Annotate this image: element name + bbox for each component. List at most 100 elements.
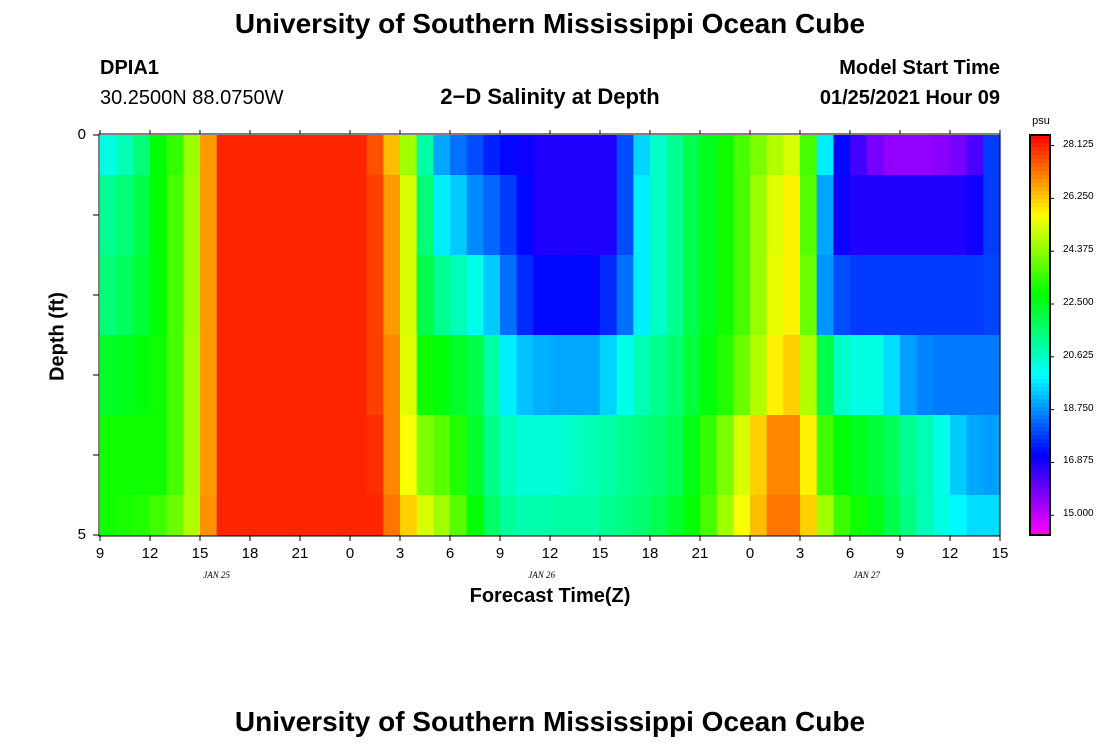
- colorbar-swatch: [1031, 447, 1049, 452]
- heatmap-cell: [633, 255, 651, 336]
- heatmap-cell: [316, 415, 334, 496]
- heatmap-cell: [650, 135, 668, 176]
- heatmap-cell: [200, 415, 218, 496]
- colorbar-cells: [1031, 135, 1049, 536]
- heatmap-cell: [216, 335, 234, 416]
- colorbar-swatch: [1031, 395, 1049, 400]
- heatmap-cell: [733, 135, 751, 176]
- heatmap-cell: [766, 135, 784, 176]
- x-tick-label: 3: [795, 545, 805, 562]
- heatmap-cell: [133, 415, 151, 496]
- heatmap-cell: [433, 495, 451, 536]
- heatmap-cell: [216, 175, 234, 256]
- heatmap-cell: [766, 335, 784, 416]
- colorbar-swatch: [1031, 495, 1049, 500]
- heatmap-cell: [100, 175, 118, 256]
- heatmap-cell: [983, 415, 1001, 496]
- heatmap-cell: [400, 135, 418, 176]
- colorbar-swatch: [1031, 403, 1049, 408]
- heatmap-cell: [383, 135, 401, 176]
- heatmap-cell: [333, 495, 351, 536]
- heatmap-cell: [483, 415, 501, 496]
- colorbar-swatch: [1031, 443, 1049, 448]
- heatmap-cell: [633, 415, 651, 496]
- heatmap-cell: [816, 255, 834, 336]
- heatmap-cell: [266, 415, 284, 496]
- heatmap-cell: [700, 175, 718, 256]
- heatmap-cell: [266, 335, 284, 416]
- colorbar-swatch: [1031, 343, 1049, 348]
- heatmap-cell: [450, 135, 468, 176]
- colorbar-tick-label: 18.750: [1063, 402, 1094, 414]
- heatmap-cell: [833, 135, 851, 176]
- heatmap-cell: [250, 335, 268, 416]
- colorbar-tick-label: 16.875: [1063, 455, 1094, 467]
- colorbar-swatch: [1031, 467, 1049, 472]
- heatmap-cell: [533, 415, 551, 496]
- heatmap-cell: [950, 495, 968, 536]
- colorbar-swatch: [1031, 387, 1049, 392]
- colorbar-swatch: [1031, 195, 1049, 200]
- heatmap-cell: [700, 495, 718, 536]
- colorbar-swatch: [1031, 407, 1049, 412]
- heatmap-cell: [600, 415, 618, 496]
- colorbar-swatch: [1031, 327, 1049, 332]
- heatmap-cell: [383, 335, 401, 416]
- heatmap-cell: [666, 335, 684, 416]
- heatmap-cell: [766, 255, 784, 336]
- colorbar-tick-label: 28.125: [1063, 138, 1094, 150]
- heatmap-cell: [983, 335, 1001, 416]
- colorbar-swatch: [1031, 267, 1049, 272]
- heatmap-cell: [500, 135, 518, 176]
- heatmap-cell: [333, 255, 351, 336]
- colorbar-swatch: [1031, 499, 1049, 504]
- heatmap-cell: [316, 495, 334, 536]
- colorbar-tick-label: 22.500: [1063, 297, 1094, 308]
- heatmap-cell: [866, 255, 884, 336]
- x-tick-label: 12: [141, 545, 159, 562]
- heatmap-cell: [966, 175, 984, 256]
- heatmap-cell: [400, 495, 418, 536]
- heatmap-cell: [600, 335, 618, 416]
- heatmap-cell: [400, 335, 418, 416]
- heatmap-cell: [883, 255, 901, 336]
- heatmap-cell: [433, 175, 451, 256]
- heatmap-cell: [616, 335, 634, 416]
- colorbar-units: psu: [1032, 115, 1050, 127]
- colorbar-swatch: [1031, 479, 1049, 484]
- heatmap-cell: [316, 335, 334, 416]
- heatmap-cell: [283, 175, 301, 256]
- heatmap-cell: [866, 175, 884, 256]
- heatmap-cell: [550, 335, 568, 416]
- colorbar-swatch: [1031, 347, 1049, 352]
- heatmap-cell: [466, 135, 484, 176]
- heatmap-cell: [350, 175, 368, 256]
- date-label: JAN 27: [853, 570, 881, 580]
- colorbar-swatch: [1031, 311, 1049, 316]
- heatmap-cell: [216, 135, 234, 176]
- colorbar-swatch: [1031, 383, 1049, 388]
- heatmap-cell: [683, 255, 701, 336]
- heatmap-cell: [683, 415, 701, 496]
- heatmap-cell: [450, 335, 468, 416]
- colorbar-swatch: [1031, 203, 1049, 208]
- heatmap-cell: [116, 335, 134, 416]
- heatmap-cell: [850, 335, 868, 416]
- heatmap-cells: [100, 135, 1001, 536]
- heatmap-cell: [516, 415, 534, 496]
- heatmap-cell: [316, 255, 334, 336]
- heatmap-cell: [833, 255, 851, 336]
- heatmap-cell: [166, 255, 184, 336]
- model-start-time: 01/25/2021 Hour 09: [819, 87, 1000, 109]
- colorbar-swatch: [1031, 159, 1049, 164]
- heatmap-cell: [766, 415, 784, 496]
- colorbar-swatch: [1031, 239, 1049, 244]
- heatmap-cell: [450, 175, 468, 256]
- heatmap-cell: [516, 495, 534, 536]
- colorbar-swatch: [1031, 315, 1049, 320]
- colorbar-swatch: [1031, 531, 1049, 536]
- heatmap-cell: [766, 495, 784, 536]
- heatmap-cell: [533, 335, 551, 416]
- heatmap-cell: [966, 135, 984, 176]
- colorbar-swatch: [1031, 323, 1049, 328]
